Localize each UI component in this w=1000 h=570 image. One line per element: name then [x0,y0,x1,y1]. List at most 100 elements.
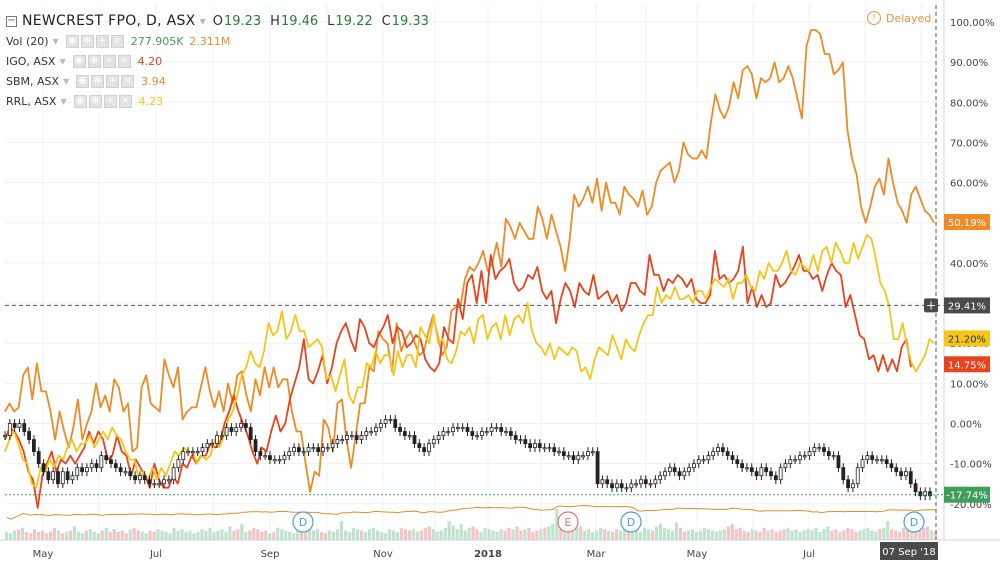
volume-bar [272,531,276,540]
volume-bar [363,531,368,540]
volume-bar [379,531,383,540]
plus-icon[interactable]: + [106,74,120,88]
volume-bar [395,531,399,540]
volume-bar [192,533,196,540]
x-tick-label: Sep [261,549,280,560]
volume-bar [774,531,778,540]
candle-body [239,423,243,428]
plus-icon[interactable]: + [102,54,116,68]
candle-body [219,435,224,438]
volume-bar [706,529,710,540]
close-icon[interactable]: × [110,34,124,48]
volume-bar [252,527,256,540]
volume-bar [507,527,511,540]
candle-body [205,443,210,448]
eye-icon[interactable]: ◉ [76,74,90,88]
candle-body [171,467,176,481]
volume-bar [60,533,65,540]
volume-bar [623,526,627,540]
plus-icon[interactable]: + [103,94,117,108]
candle-body [557,451,561,454]
study-name[interactable]: Vol (20) [6,34,49,48]
price-label-box [944,330,990,347]
volume-bar [662,527,667,540]
volume-bar [411,529,415,540]
y-tick-label: 90.00% [950,58,988,69]
plus-icon[interactable]: + [95,34,109,48]
volume-bar [531,531,535,540]
candle-body [855,467,860,485]
study-name[interactable]: RRL, ASX [6,94,57,108]
delayed-badge[interactable]: ! Delayed [867,11,931,25]
eye-icon[interactable]: ◉ [65,34,79,48]
study-menu-chevron-down-icon[interactable]: ▼ [60,96,67,106]
gear-icon[interactable]: ✻ [91,74,105,88]
eye-icon[interactable]: ◉ [72,54,86,68]
add-alert-plus-icon[interactable] [924,298,938,313]
volume-bar [758,531,762,540]
volume-bar [599,527,603,540]
collapse-legend-icon[interactable]: − [6,15,17,27]
symbol-title[interactable]: NEWCREST FPO, D, ASX [22,13,196,29]
symbol-menu-chevron-down-icon[interactable]: ▼ [199,16,206,26]
close-icon[interactable]: × [117,54,131,68]
study-menu-chevron-down-icon[interactable]: ▼ [63,76,70,86]
candle-body [162,479,166,485]
y-tick-label: -10.00% [950,460,992,471]
candle-body [224,427,229,436]
volume-bar [670,530,675,540]
volume-bar [323,533,328,540]
study-name[interactable]: SBM, ASX [6,74,60,88]
volume-bar [136,530,140,540]
volume-bar [439,530,443,540]
dividend-marker[interactable] [620,511,642,533]
candle-body [118,467,123,473]
study-menu-chevron-down-icon[interactable]: ▼ [59,56,66,66]
volume-bar [52,527,57,540]
volume-bar [128,529,132,540]
volume-bar [567,529,571,540]
y-tick-label: -20.00% [950,500,992,511]
close-icon[interactable]: × [118,94,132,108]
event-marker-label: D [299,516,307,529]
candle-body [128,471,133,477]
study-name[interactable]: IGO, ASX [6,54,56,68]
study-menu-chevron-down-icon[interactable]: ▼ [52,36,59,46]
candle-body [455,427,460,430]
legend-main-row: − NEWCREST FPO, D, ASX ▼ O19.23 H19.46 L… [6,11,438,31]
dividend-marker[interactable] [292,511,314,533]
dividend-marker[interactable] [903,511,925,533]
candle-body [812,447,817,453]
volume-bar [910,530,914,540]
volume-bar [5,531,9,540]
volume-bar [710,530,714,540]
volume-bar [535,530,539,540]
gear-icon[interactable]: ✻ [88,94,102,108]
close-icon[interactable]: × [121,74,135,88]
gear-icon[interactable]: ✻ [87,54,101,68]
eye-icon[interactable]: ◉ [73,94,87,108]
volume-bar [698,530,702,540]
candle-body [36,451,41,465]
volume-bar [930,530,934,540]
volume-bar [491,530,495,540]
volume-bar [718,530,722,540]
candle-body [215,435,219,444]
volume-bar [479,531,483,540]
study-controls: ◉ ✻ + × [73,94,134,108]
volume-bar [794,529,798,540]
volume-bar [407,530,411,540]
x-tick-label: May [33,549,54,560]
volume-bar [583,530,587,540]
volume-bar [475,529,479,540]
gear-icon[interactable]: ✻ [80,34,94,48]
y-tick-label: 0.00% [950,420,982,431]
volume-bar [722,529,726,540]
volume-bar [627,527,631,540]
candle-body [142,475,147,481]
volume-bar [327,530,332,540]
earnings-marker[interactable] [557,511,579,533]
candle-body [730,455,735,461]
volume-bar [116,531,120,540]
